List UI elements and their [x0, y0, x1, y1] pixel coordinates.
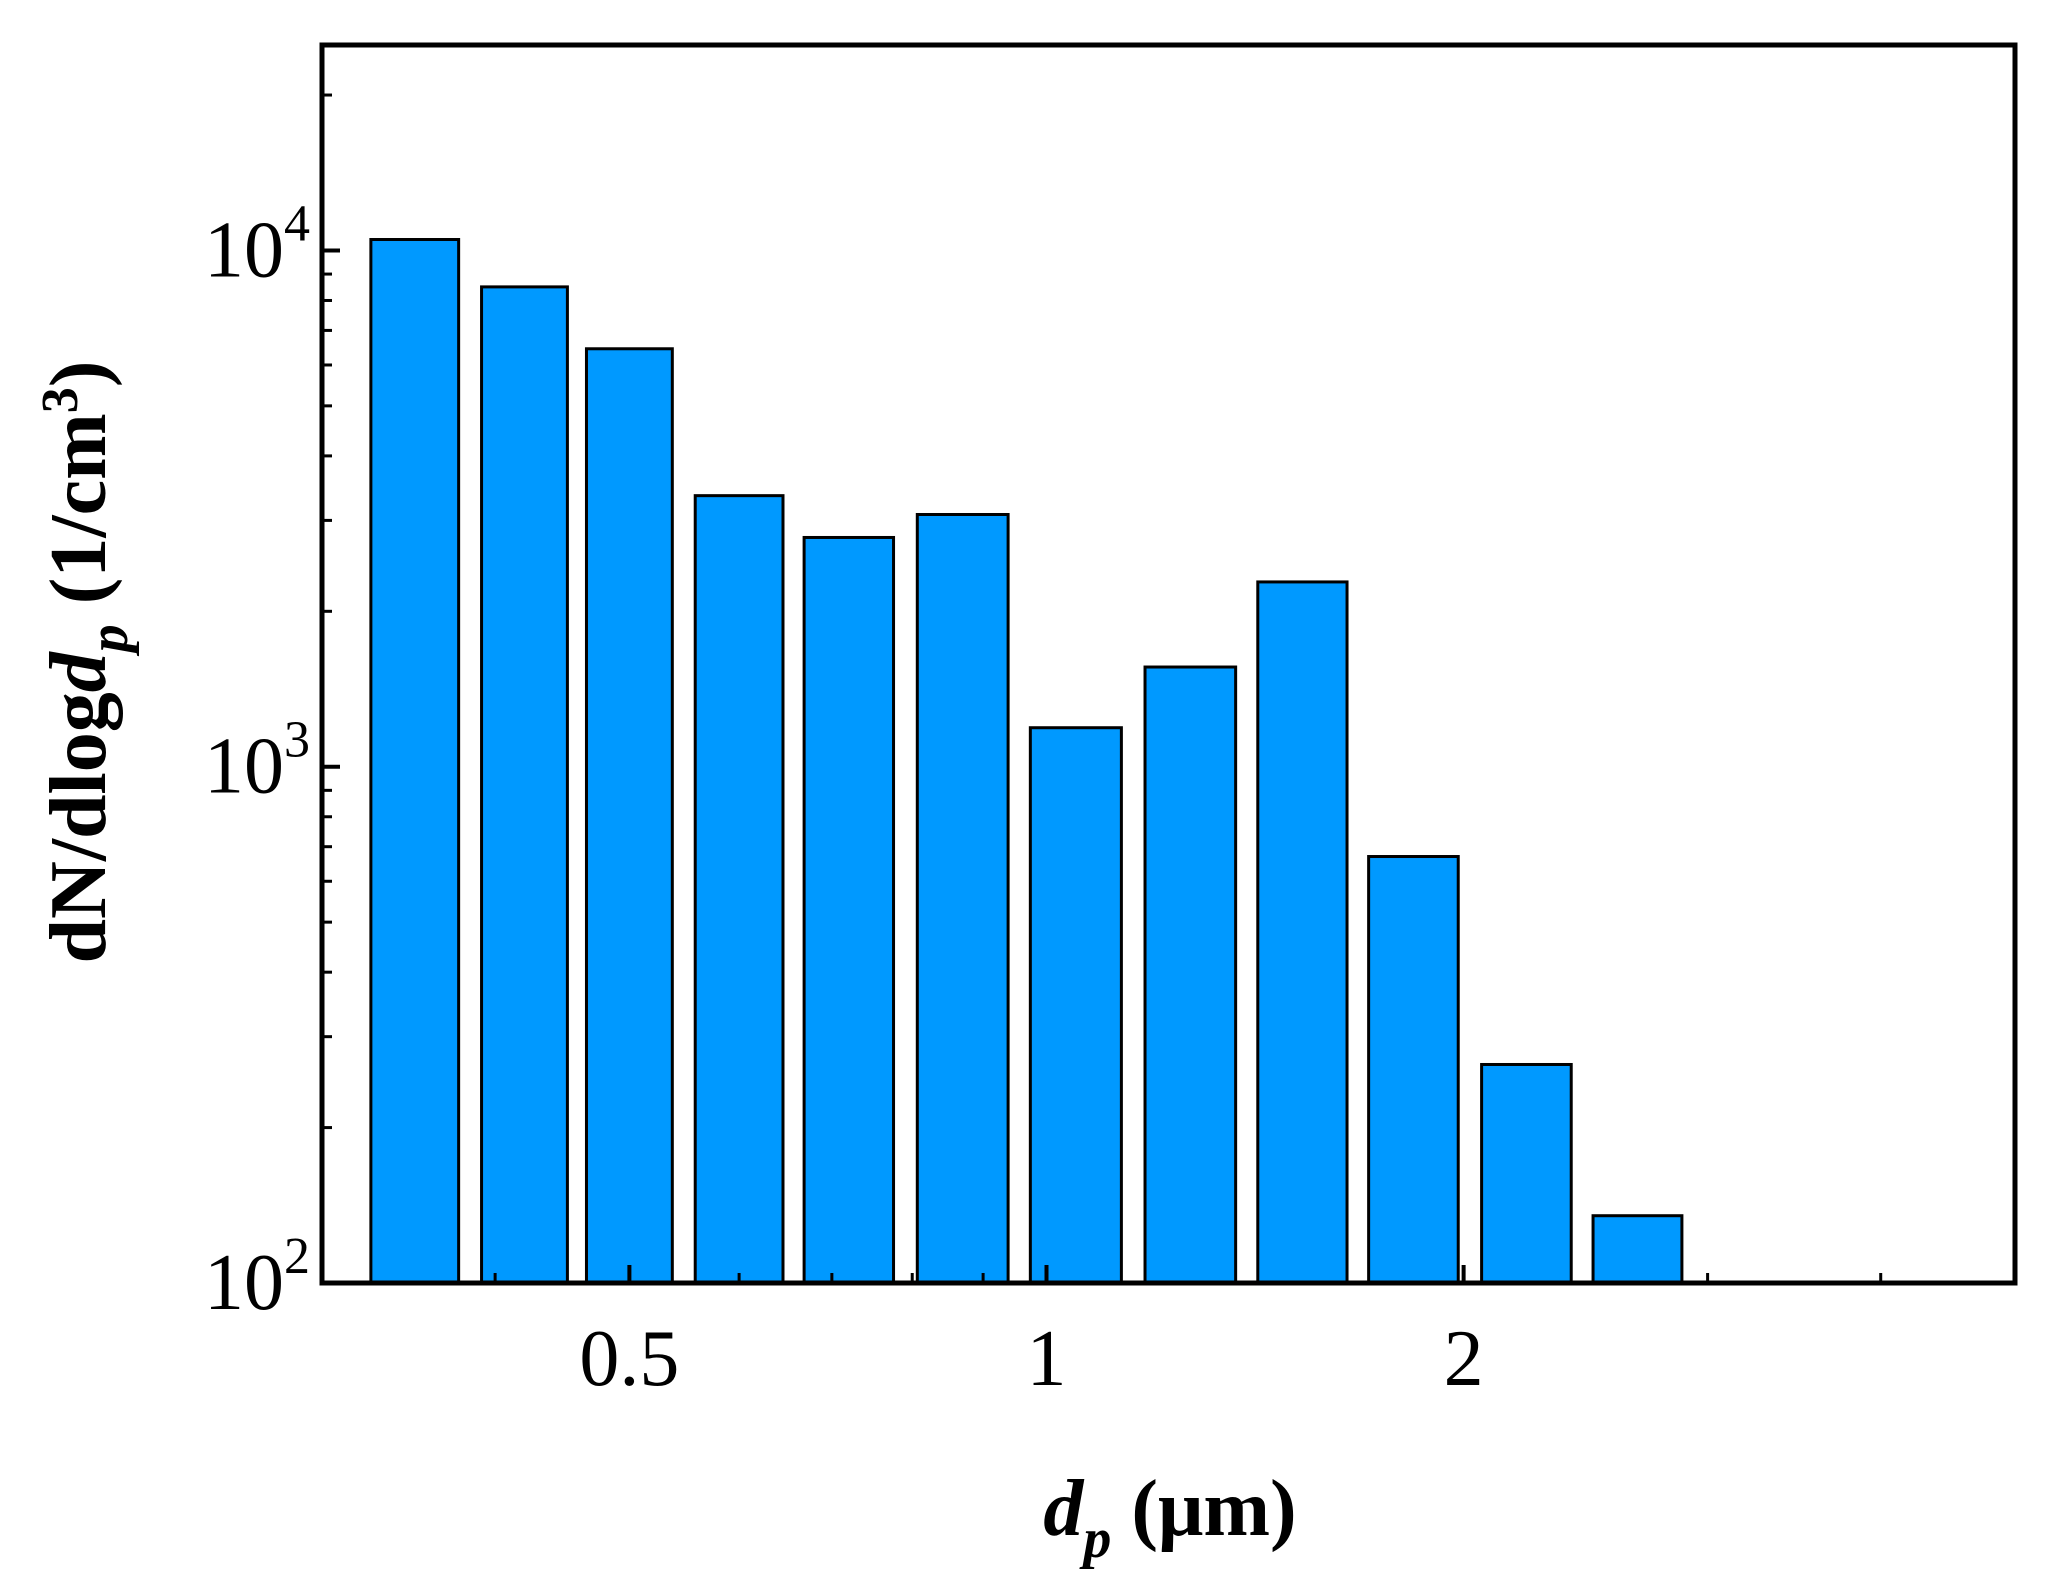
y-tick-base: 10: [204, 206, 284, 294]
y-axis-title-prefix: dN/dlog: [35, 692, 123, 963]
bar: [1028, 726, 1123, 1285]
y-tick-label: 102: [204, 1228, 310, 1327]
bar: [1591, 1214, 1684, 1285]
bar: [1367, 855, 1460, 1285]
y-axis-title: dN/dlogdp (1/cm3): [32, 361, 140, 964]
bars-group: [369, 238, 1684, 1285]
y-tick-label: 104: [204, 195, 310, 294]
bar: [802, 535, 896, 1285]
plot-frame: [319, 42, 2018, 1286]
bar: [584, 347, 674, 1285]
y-tick-base: 10: [204, 1239, 284, 1327]
bar: [1480, 1062, 1573, 1285]
x-tick-label: 1: [1027, 1315, 1067, 1403]
y-tick-exp: 4: [284, 195, 310, 252]
bar: [915, 512, 1010, 1285]
bar: [480, 285, 569, 1285]
y-tick-exp: 3: [284, 712, 310, 769]
y-axis-title-sub: p: [78, 624, 140, 656]
x-tick-label: 0.5: [579, 1315, 679, 1403]
y-tick-label: 103: [204, 712, 310, 811]
x-ticks-group: 0.5 1 2: [320, 1265, 2017, 1403]
y-tick-exp: 2: [284, 1228, 310, 1285]
y-axis-title-sup: 3: [32, 387, 89, 413]
y-axis-title-unit: (1/cm: [35, 413, 123, 624]
x-axis-title-sub: p: [1079, 1508, 1111, 1570]
y-axis-title-close: ): [35, 361, 123, 388]
y-axis-title-main: d: [35, 651, 123, 692]
x-axis-title-unit: (μm): [1111, 1465, 1296, 1553]
x-axis-title: dp (μm): [1043, 1465, 1296, 1570]
bar: [369, 238, 461, 1285]
x-axis-title-main: d: [1043, 1465, 1084, 1553]
bar: [1256, 580, 1349, 1285]
y-tick-base: 10: [204, 723, 284, 811]
bar: [693, 494, 785, 1285]
bar: [1143, 665, 1238, 1285]
x-tick-label: 2: [1444, 1315, 1484, 1403]
